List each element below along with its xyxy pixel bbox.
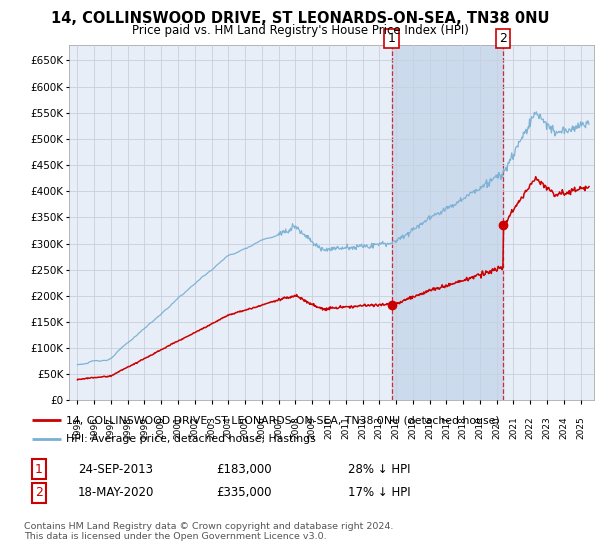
Text: 1997: 1997 <box>106 417 115 440</box>
Text: 2024: 2024 <box>559 417 568 439</box>
Bar <box>392 45 503 400</box>
Text: HPI: Average price, detached house, Hastings: HPI: Average price, detached house, Hast… <box>66 434 316 444</box>
Text: £183,000: £183,000 <box>216 463 272 476</box>
Text: 2019: 2019 <box>475 417 484 439</box>
Text: 2023: 2023 <box>542 417 551 439</box>
Text: 2011: 2011 <box>341 417 350 439</box>
Text: 2015: 2015 <box>409 417 418 439</box>
Text: 28% ↓ HPI: 28% ↓ HPI <box>348 463 410 476</box>
Text: 2004: 2004 <box>224 417 233 439</box>
Text: 1: 1 <box>35 463 43 476</box>
Text: 2020: 2020 <box>492 417 501 439</box>
Text: 1999: 1999 <box>140 417 149 440</box>
Text: 2003: 2003 <box>207 417 216 439</box>
Text: 2000: 2000 <box>157 417 166 439</box>
Text: Contains HM Land Registry data © Crown copyright and database right 2024.
This d: Contains HM Land Registry data © Crown c… <box>24 522 394 542</box>
Text: 2010: 2010 <box>325 417 334 439</box>
Text: 14, COLLINSWOOD DRIVE, ST LEONARDS-ON-SEA, TN38 0NU: 14, COLLINSWOOD DRIVE, ST LEONARDS-ON-SE… <box>51 11 549 26</box>
Text: £335,000: £335,000 <box>216 486 271 500</box>
Text: 2005: 2005 <box>241 417 250 439</box>
Text: 17% ↓ HPI: 17% ↓ HPI <box>348 486 410 500</box>
Text: 2012: 2012 <box>358 417 367 439</box>
Text: 2009: 2009 <box>308 417 317 439</box>
Text: 2017: 2017 <box>442 417 451 439</box>
Text: 2: 2 <box>35 486 43 500</box>
Text: 2018: 2018 <box>458 417 467 439</box>
Text: 18-MAY-2020: 18-MAY-2020 <box>78 486 154 500</box>
Text: 2025: 2025 <box>576 417 585 439</box>
Text: 1995: 1995 <box>73 417 82 440</box>
Text: 1996: 1996 <box>89 417 98 440</box>
Text: 2001: 2001 <box>173 417 182 439</box>
Text: Price paid vs. HM Land Registry's House Price Index (HPI): Price paid vs. HM Land Registry's House … <box>131 24 469 37</box>
Text: 2006: 2006 <box>257 417 266 439</box>
Text: 2007: 2007 <box>274 417 283 439</box>
Text: 2022: 2022 <box>526 417 535 439</box>
Text: 2021: 2021 <box>509 417 518 439</box>
Text: 2: 2 <box>499 32 507 45</box>
Text: 2014: 2014 <box>392 417 401 439</box>
Text: 24-SEP-2013: 24-SEP-2013 <box>78 463 153 476</box>
Text: 14, COLLINSWOOD DRIVE, ST LEONARDS-ON-SEA, TN38 0NU (detached house): 14, COLLINSWOOD DRIVE, ST LEONARDS-ON-SE… <box>66 415 500 425</box>
Text: 1: 1 <box>388 32 395 45</box>
Text: 2008: 2008 <box>291 417 300 439</box>
Text: 2013: 2013 <box>375 417 384 439</box>
Text: 2002: 2002 <box>190 417 199 439</box>
Text: 1998: 1998 <box>123 417 132 440</box>
Text: 2016: 2016 <box>425 417 434 439</box>
